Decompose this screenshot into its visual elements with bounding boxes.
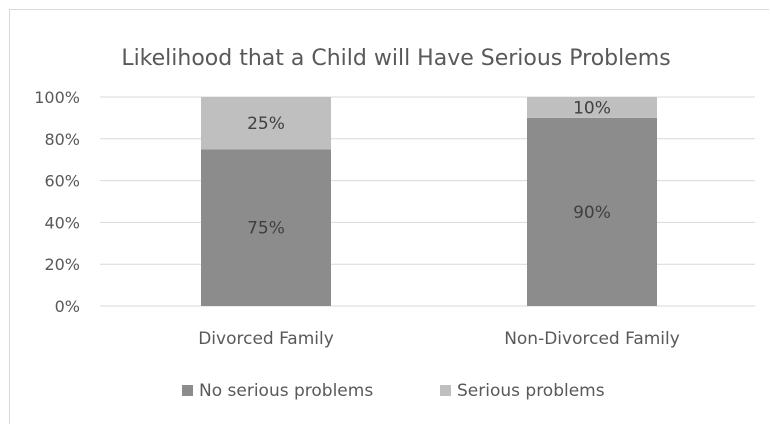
bar-segment bbox=[201, 97, 331, 150]
y-tick-label: 80% bbox=[44, 130, 80, 149]
legend-label: Serious problems bbox=[457, 381, 605, 401]
data-label: 90% bbox=[573, 203, 611, 223]
legend-swatch bbox=[182, 385, 193, 396]
legend-label: No serious problems bbox=[199, 381, 373, 401]
bar-segment bbox=[527, 117, 657, 307]
y-axis-ticks: 0% 20% 40% 60% 80% 100% bbox=[34, 88, 80, 316]
x-axis-categories: Divorced Family Non-Divorced Family bbox=[198, 329, 680, 349]
x-category-label: Divorced Family bbox=[198, 329, 334, 349]
bars bbox=[201, 97, 657, 307]
data-labels: 75% 25% 90% 10% bbox=[247, 98, 611, 238]
x-category-label: Non-Divorced Family bbox=[504, 329, 680, 349]
y-tick-label: 0% bbox=[55, 297, 80, 316]
chart-title: Likelihood that a Child will Have Seriou… bbox=[121, 46, 670, 71]
data-label: 25% bbox=[247, 114, 285, 134]
y-tick-label: 60% bbox=[44, 172, 80, 191]
data-label: 10% bbox=[573, 98, 611, 118]
bar-segment bbox=[201, 149, 331, 306]
legend-swatch bbox=[440, 385, 451, 396]
data-label: 75% bbox=[247, 219, 285, 239]
chart-frame bbox=[9, 9, 769, 424]
y-tick-label: 40% bbox=[44, 213, 80, 232]
y-tick-label: 20% bbox=[44, 255, 80, 274]
legend: No serious problems Serious problems bbox=[182, 381, 605, 401]
y-tick-label: 100% bbox=[34, 88, 80, 107]
bar-segment bbox=[527, 97, 657, 118]
